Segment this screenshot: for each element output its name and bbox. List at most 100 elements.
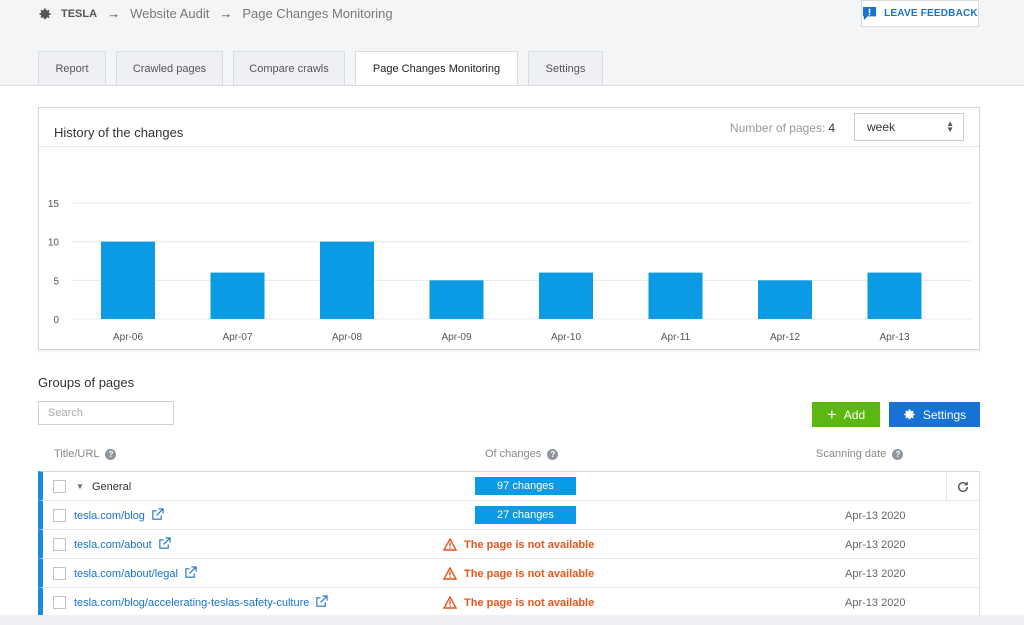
external-link-icon[interactable] bbox=[184, 565, 197, 579]
warning-icon bbox=[443, 596, 457, 609]
tab-label: Compare crawls bbox=[249, 62, 329, 75]
settings-button[interactable]: Settings bbox=[889, 402, 980, 427]
history-chart: 0 5 10 15 Apr-06 Apr-07 Apr-08 Apr-09 Apr-10 Apr-… bbox=[48, 199, 971, 343]
tab-crawled-pages[interactable]: Crawled pages bbox=[116, 51, 223, 85]
select-arrows-icon: ▲ ▼ bbox=[946, 119, 954, 134]
bar bbox=[320, 241, 374, 319]
arrow-right-icon: → bbox=[219, 6, 233, 21]
x-tick-label: Apr-09 bbox=[441, 332, 471, 343]
unavailable-status: The page is not available bbox=[443, 538, 594, 551]
row-checkbox[interactable] bbox=[53, 509, 66, 522]
external-link-icon[interactable] bbox=[151, 507, 164, 521]
breadcrumb: TESLA → Website Audit → Page Changes Mon… bbox=[38, 6, 393, 21]
help-icon[interactable]: ? bbox=[892, 448, 904, 460]
table-row[interactable]: tesla.com/blog 27 changes Apr-13 2020 bbox=[38, 501, 980, 530]
tab-settings[interactable]: Settings bbox=[528, 51, 603, 85]
breadcrumb-section[interactable]: Website Audit bbox=[130, 6, 210, 21]
tab-label: Settings bbox=[545, 62, 586, 75]
group-row[interactable]: ▼ General 97 changes bbox=[38, 471, 980, 501]
y-tick-label: 0 bbox=[53, 315, 59, 326]
x-tick-label: Apr-12 bbox=[770, 332, 800, 343]
bar bbox=[101, 241, 155, 319]
x-tick-label: Apr-06 bbox=[113, 332, 143, 343]
add-button[interactable]: + Add bbox=[812, 402, 880, 427]
bar bbox=[429, 280, 484, 319]
top-bar: TESLA → Website Audit → Page Changes Mon… bbox=[0, 0, 1024, 50]
scan-date: Apr-13 2020 bbox=[845, 568, 906, 580]
groups-title: Groups of pages bbox=[38, 375, 135, 390]
arrow-right-icon: → bbox=[107, 6, 121, 21]
unavailable-text: The page is not available bbox=[464, 538, 595, 551]
page-url-link[interactable]: tesla.com/blog bbox=[74, 507, 164, 522]
external-link-icon[interactable] bbox=[315, 594, 329, 608]
tab-compare-crawls[interactable]: Compare crawls bbox=[233, 51, 345, 85]
page-url-link[interactable]: tesla.com/about bbox=[74, 536, 171, 551]
changes-badge[interactable]: 97 changes bbox=[475, 477, 576, 495]
pages-count: Number of pages: 4 bbox=[730, 121, 835, 135]
unavailable-status: The page is not available bbox=[443, 567, 594, 580]
row-checkbox[interactable] bbox=[53, 538, 66, 551]
page-url: tesla.com/blog bbox=[74, 510, 145, 522]
refresh-icon bbox=[957, 480, 969, 492]
group-name: General bbox=[92, 481, 132, 493]
tab-label: Report bbox=[55, 62, 89, 75]
bar bbox=[648, 272, 703, 319]
collapse-triangle-icon[interactable]: ▼ bbox=[76, 482, 84, 491]
main-content: History of the changes Number of pages: 4… bbox=[0, 85, 1024, 625]
unavailable-text: The page is not available bbox=[464, 567, 595, 580]
column-changes-label: Of changes bbox=[485, 448, 542, 460]
y-tick-label: 10 bbox=[48, 238, 60, 249]
bar bbox=[210, 272, 265, 319]
page-url: tesla.com/blog/accelerating-teslas-safet… bbox=[74, 597, 310, 609]
plus-icon: + bbox=[826, 404, 837, 424]
period-select[interactable]: week ▲ ▼ bbox=[854, 113, 964, 141]
period-value: week bbox=[867, 120, 896, 134]
table-row[interactable]: tesla.com/about The page is not availabl… bbox=[38, 530, 980, 559]
column-date-label: Scanning date bbox=[816, 448, 887, 460]
tab-page-changes-monitoring[interactable]: Page Changes Monitoring bbox=[355, 51, 518, 86]
x-tick-label: Apr-08 bbox=[332, 332, 362, 343]
column-header-changes: Of changes ? bbox=[485, 448, 559, 460]
pages-count-label: Number of pages: bbox=[729, 121, 826, 135]
settings-label: Settings bbox=[922, 407, 967, 422]
external-link-icon[interactable] bbox=[158, 536, 171, 550]
unavailable-status: The page is not available bbox=[443, 596, 594, 609]
column-title-label: Title/URL bbox=[54, 448, 100, 460]
row-checkbox[interactable] bbox=[53, 567, 66, 580]
bar bbox=[539, 272, 593, 319]
bar bbox=[867, 272, 922, 319]
warning-icon bbox=[443, 567, 457, 580]
help-icon[interactable]: ? bbox=[547, 448, 559, 460]
changes-badge[interactable]: 27 changes bbox=[475, 506, 576, 524]
refresh-button[interactable] bbox=[946, 472, 979, 501]
y-tick-label: 15 bbox=[48, 199, 60, 210]
leave-feedback-button[interactable]: LEAVE FEEDBACK bbox=[861, 0, 979, 27]
x-tick-label: Apr-13 bbox=[879, 332, 909, 343]
scan-date: Apr-13 2020 bbox=[845, 539, 906, 551]
y-tick-label: 5 bbox=[53, 276, 59, 287]
table-row[interactable]: tesla.com/blog/accelerating-teslas-safet… bbox=[38, 588, 980, 617]
breadcrumb-project[interactable]: TESLA bbox=[61, 7, 98, 20]
scan-date: Apr-13 2020 bbox=[845, 510, 906, 522]
row-checkbox[interactable] bbox=[53, 596, 66, 609]
tab-label: Page Changes Monitoring bbox=[372, 63, 501, 75]
groups-table: ▼ General 97 changes tesla.com/blog 27 c… bbox=[38, 471, 980, 617]
search-input[interactable] bbox=[38, 401, 174, 425]
x-tick-label: Apr-07 bbox=[222, 332, 252, 343]
page-url-link[interactable]: tesla.com/blog/accelerating-teslas-safet… bbox=[74, 594, 329, 609]
table-row[interactable]: tesla.com/about/legal The page is not av… bbox=[38, 559, 980, 588]
warning-icon bbox=[443, 538, 457, 551]
page-url-link[interactable]: tesla.com/about/legal bbox=[74, 565, 197, 580]
x-tick-label: Apr-11 bbox=[661, 332, 691, 343]
history-title: History of the changes bbox=[54, 125, 184, 140]
tab-report[interactable]: Report bbox=[38, 51, 106, 85]
leave-feedback-label: LEAVE FEEDBACK bbox=[884, 8, 978, 19]
tab-label: Crawled pages bbox=[132, 62, 207, 75]
group-checkbox[interactable] bbox=[53, 480, 66, 493]
column-header-date: Scanning date ? bbox=[816, 448, 904, 460]
gear-icon bbox=[904, 409, 915, 420]
history-panel: History of the changes Number of pages: 4… bbox=[38, 107, 980, 350]
pages-count-value: 4 bbox=[828, 121, 835, 135]
help-icon[interactable]: ? bbox=[105, 448, 117, 460]
bar bbox=[758, 280, 812, 319]
